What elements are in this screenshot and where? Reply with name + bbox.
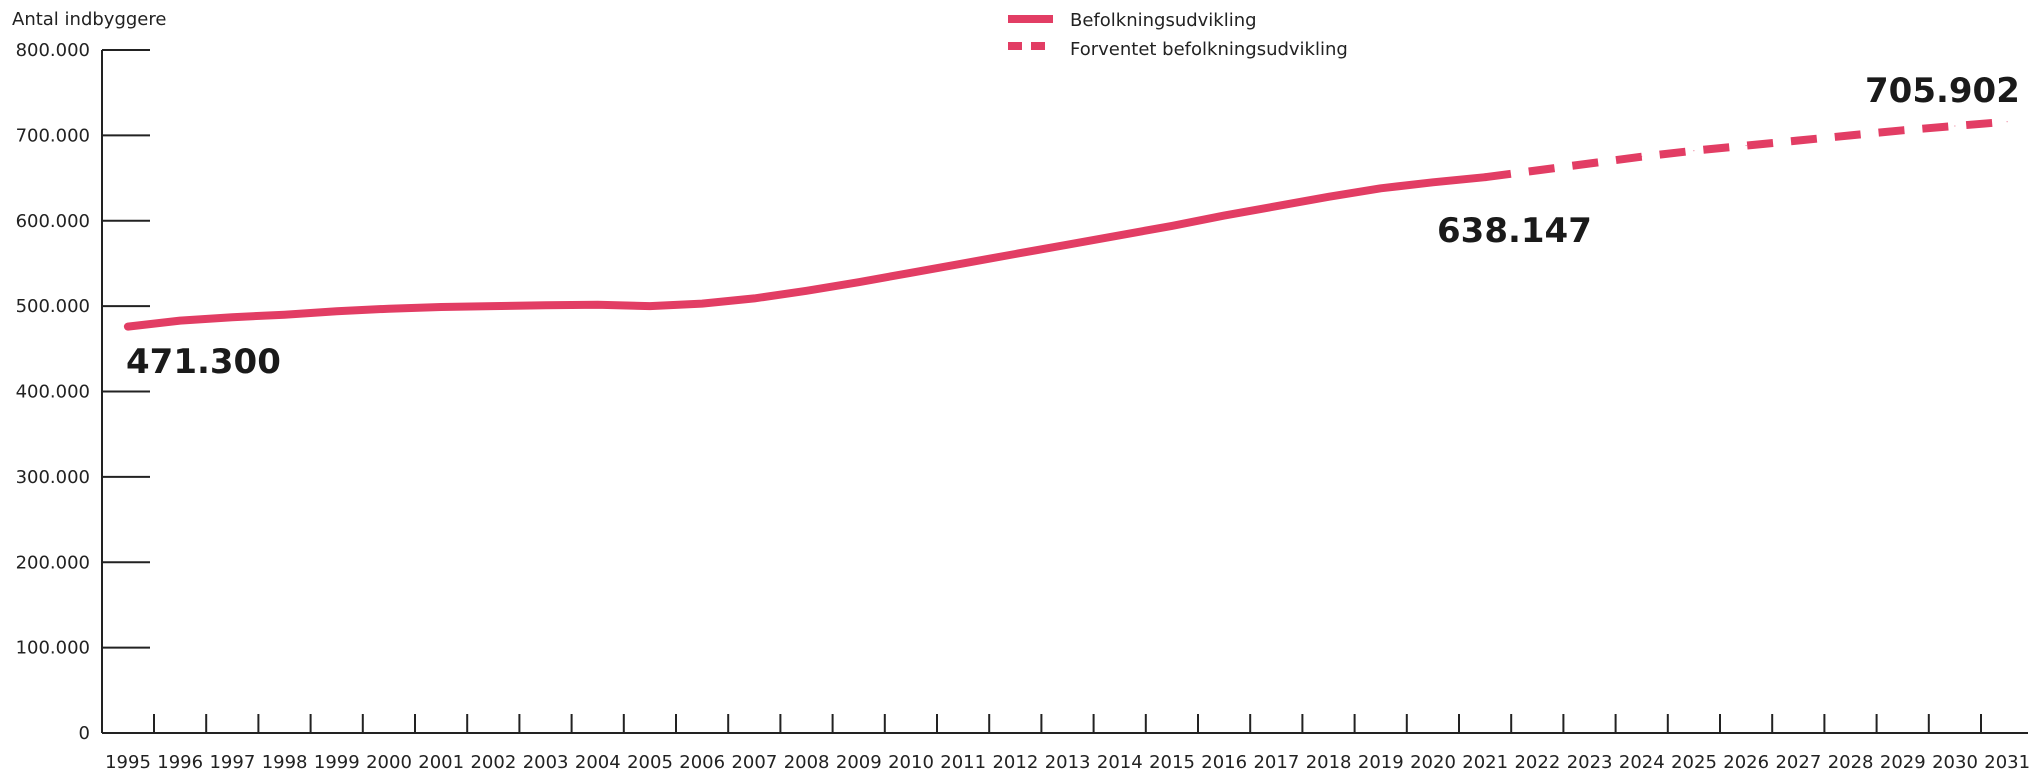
- data-point: [701, 303, 703, 305]
- y-tick-label: 600.000: [16, 211, 90, 232]
- y-tick-label: 300.000: [16, 467, 90, 488]
- x-tick-label: 2018: [1306, 752, 1352, 771]
- y-ticks: 0 100.000 200.000 300.000 400.000 500.000 600.…: [16, 40, 150, 744]
- x-ticks: 1995 1996 1997 1998 1999 2000 2001 2002 2003 2004…: [105, 714, 2030, 771]
- callout-2031-value: 705.902: [1865, 71, 2020, 111]
- data-point: [1902, 129, 1904, 131]
- data-point: [1171, 225, 1173, 227]
- data-point: [1432, 181, 1434, 183]
- x-tick-label: 2008: [784, 752, 830, 771]
- y-tick-label: 100.000: [16, 638, 90, 659]
- data-point: [1745, 145, 1747, 147]
- data-point: [1014, 253, 1016, 255]
- x-tick-label: 2009: [836, 752, 882, 771]
- x-tick-label: 2027: [1775, 752, 1821, 771]
- data-point: [1119, 234, 1121, 236]
- x-tick-label: 2017: [1253, 752, 1299, 771]
- data-point: [1484, 176, 1486, 178]
- x-tick-label: 2002: [470, 752, 516, 771]
- data-point: [1223, 215, 1225, 217]
- data-point: [492, 305, 494, 307]
- y-tick-label: 0: [79, 723, 90, 744]
- x-tick-label: 1998: [262, 752, 308, 771]
- data-point: [179, 320, 181, 322]
- axes: [101, 50, 2028, 734]
- x-tick-label: 1999: [314, 752, 360, 771]
- x-tick-label: 2013: [1045, 752, 1091, 771]
- x-tick-label: 2014: [1097, 752, 1143, 771]
- legend-label-dashed: Forventet befolkningsudvikling: [1070, 39, 1348, 60]
- x-tick-label: 2022: [1514, 752, 1560, 771]
- series-line-befolkning: [123, 173, 1490, 331]
- data-point: [440, 306, 442, 308]
- callout-start-value: 471.300: [126, 342, 281, 382]
- y-axis-title: Antal indbyggere: [12, 9, 166, 30]
- data-point: [1380, 187, 1382, 189]
- x-tick-label: 2026: [1723, 752, 1769, 771]
- x-tick-label: 1997: [209, 752, 255, 771]
- data-point: [1693, 150, 1695, 152]
- data-point: [858, 281, 860, 283]
- data-point: [231, 316, 233, 318]
- data-point: [336, 310, 338, 312]
- y-tick-label: 800.000: [16, 40, 90, 61]
- x-tick-label: 2006: [679, 752, 725, 771]
- x-tick-label: 2025: [1671, 752, 1717, 771]
- data-point: [1641, 156, 1643, 158]
- data-point: [388, 308, 390, 310]
- x-tick-label: 2024: [1619, 752, 1665, 771]
- data-point: [962, 262, 964, 264]
- x-tick-label: 2028: [1828, 752, 1874, 771]
- x-tick-label: 2016: [1201, 752, 1247, 771]
- x-tick-label: 2030: [1932, 752, 1978, 771]
- data-point: [910, 272, 912, 274]
- x-tick-label: 2007: [731, 752, 777, 771]
- x-tick-label: 1996: [157, 752, 203, 771]
- data-point: [1328, 196, 1329, 198]
- legend: Befolkningsudvikling Forventet befolknin…: [1008, 10, 1348, 60]
- x-tick-label: 2029: [1880, 752, 1926, 771]
- data-point: [1067, 244, 1068, 246]
- x-tick-label: 2012: [992, 752, 1038, 771]
- data-point: [753, 297, 755, 299]
- callout-2021-value: 638.147: [1437, 211, 1592, 251]
- x-tick-label: 2021: [1462, 752, 1508, 771]
- data-point: [2006, 121, 2008, 123]
- data-point: [1797, 139, 1799, 141]
- x-tick-label: 2015: [1149, 752, 1195, 771]
- series-lines: [123, 117, 2008, 331]
- x-tick-label: 2023: [1567, 752, 1613, 771]
- data-point: [597, 304, 599, 306]
- x-tick-label: 1995: [105, 752, 151, 771]
- data-point: [127, 326, 129, 328]
- x-tick-label: 2000: [366, 752, 412, 771]
- data-point: [1275, 205, 1277, 207]
- x-tick-label: 2001: [418, 752, 464, 771]
- data-point: [806, 290, 807, 292]
- data-point: [649, 305, 651, 307]
- data-point: [1589, 163, 1590, 165]
- data-point: [1850, 134, 1851, 136]
- data-point: [545, 304, 546, 306]
- x-tick-label: 2003: [523, 752, 569, 771]
- x-tick-label: 2010: [888, 752, 934, 771]
- y-tick-label: 200.000: [16, 552, 90, 573]
- x-tick-label: 2031: [1984, 752, 2030, 771]
- x-tick-label: 2019: [1358, 752, 1404, 771]
- legend-label-solid: Befolkningsudvikling: [1070, 10, 1257, 31]
- x-tick-label: 2011: [940, 752, 986, 771]
- y-tick-label: 400.000: [16, 382, 90, 403]
- x-tick-label: 2020: [1410, 752, 1456, 771]
- data-point: [1536, 169, 1538, 171]
- data-point: [1954, 125, 1956, 127]
- y-tick-label: 700.000: [16, 125, 90, 146]
- series-line-forventet: [1484, 117, 2008, 182]
- y-tick-label: 500.000: [16, 296, 90, 317]
- x-tick-label: 2004: [575, 752, 621, 771]
- data-point: [284, 314, 285, 316]
- x-tick-label: 2005: [627, 752, 673, 771]
